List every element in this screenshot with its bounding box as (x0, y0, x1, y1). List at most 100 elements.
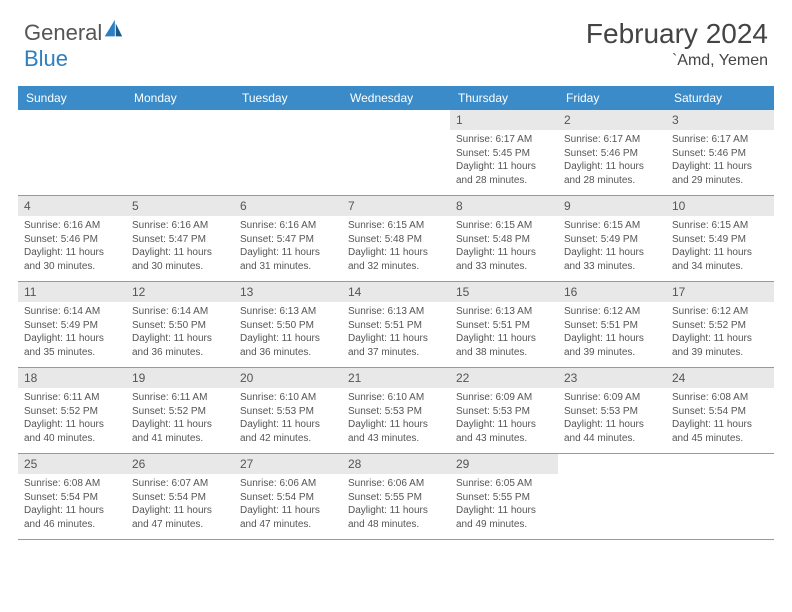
day-number: 26 (126, 454, 234, 474)
logo-text-1: General (24, 20, 102, 45)
day-details: Sunrise: 6:12 AMSunset: 5:51 PMDaylight:… (558, 302, 666, 365)
day-cell: 22Sunrise: 6:09 AMSunset: 5:53 PMDayligh… (450, 368, 558, 454)
day-cell: 20Sunrise: 6:10 AMSunset: 5:53 PMDayligh… (234, 368, 342, 454)
week-row: 4Sunrise: 6:16 AMSunset: 5:46 PMDaylight… (18, 196, 774, 282)
day-cell: 4Sunrise: 6:16 AMSunset: 5:46 PMDaylight… (18, 196, 126, 282)
day-cell: 2Sunrise: 6:17 AMSunset: 5:46 PMDaylight… (558, 110, 666, 196)
blank-cell (234, 110, 342, 196)
month-title: February 2024 (586, 18, 768, 50)
calendar: SundayMondayTuesdayWednesdayThursdayFrid… (18, 86, 774, 540)
day-number: 25 (18, 454, 126, 474)
day-cell: 14Sunrise: 6:13 AMSunset: 5:51 PMDayligh… (342, 282, 450, 368)
day-cell: 25Sunrise: 6:08 AMSunset: 5:54 PMDayligh… (18, 454, 126, 540)
day-cell: 11Sunrise: 6:14 AMSunset: 5:49 PMDayligh… (18, 282, 126, 368)
day-cell: 3Sunrise: 6:17 AMSunset: 5:46 PMDaylight… (666, 110, 774, 196)
day-cell: 10Sunrise: 6:15 AMSunset: 5:49 PMDayligh… (666, 196, 774, 282)
day-number: 1 (450, 110, 558, 130)
day-details: Sunrise: 6:08 AMSunset: 5:54 PMDaylight:… (666, 388, 774, 451)
day-cell: 12Sunrise: 6:14 AMSunset: 5:50 PMDayligh… (126, 282, 234, 368)
day-details: Sunrise: 6:05 AMSunset: 5:55 PMDaylight:… (450, 474, 558, 537)
day-details: Sunrise: 6:09 AMSunset: 5:53 PMDaylight:… (558, 388, 666, 451)
day-details: Sunrise: 6:13 AMSunset: 5:51 PMDaylight:… (342, 302, 450, 365)
day-number: 21 (342, 368, 450, 388)
day-number: 4 (18, 196, 126, 216)
day-number: 10 (666, 196, 774, 216)
calendar-body: 1Sunrise: 6:17 AMSunset: 5:45 PMDaylight… (18, 110, 774, 540)
logo-text: GeneralBlue (24, 18, 124, 72)
day-details: Sunrise: 6:17 AMSunset: 5:46 PMDaylight:… (666, 130, 774, 193)
day-details: Sunrise: 6:15 AMSunset: 5:49 PMDaylight:… (558, 216, 666, 279)
day-cell: 8Sunrise: 6:15 AMSunset: 5:48 PMDaylight… (450, 196, 558, 282)
day-details: Sunrise: 6:06 AMSunset: 5:55 PMDaylight:… (342, 474, 450, 537)
day-number: 3 (666, 110, 774, 130)
day-cell: 1Sunrise: 6:17 AMSunset: 5:45 PMDaylight… (450, 110, 558, 196)
day-cell: 5Sunrise: 6:16 AMSunset: 5:47 PMDaylight… (126, 196, 234, 282)
day-cell: 23Sunrise: 6:09 AMSunset: 5:53 PMDayligh… (558, 368, 666, 454)
day-cell: 21Sunrise: 6:10 AMSunset: 5:53 PMDayligh… (342, 368, 450, 454)
day-cell: 26Sunrise: 6:07 AMSunset: 5:54 PMDayligh… (126, 454, 234, 540)
day-details: Sunrise: 6:10 AMSunset: 5:53 PMDaylight:… (234, 388, 342, 451)
day-number: 20 (234, 368, 342, 388)
day-details: Sunrise: 6:13 AMSunset: 5:51 PMDaylight:… (450, 302, 558, 365)
day-details: Sunrise: 6:12 AMSunset: 5:52 PMDaylight:… (666, 302, 774, 365)
day-number: 27 (234, 454, 342, 474)
dow-tuesday: Tuesday (234, 86, 342, 110)
dow-wednesday: Wednesday (342, 86, 450, 110)
day-number: 23 (558, 368, 666, 388)
day-number: 13 (234, 282, 342, 302)
day-cell: 27Sunrise: 6:06 AMSunset: 5:54 PMDayligh… (234, 454, 342, 540)
day-number: 18 (18, 368, 126, 388)
day-number: 11 (18, 282, 126, 302)
day-number: 28 (342, 454, 450, 474)
location-label: `Amd, Yemen (586, 52, 768, 70)
day-number: 24 (666, 368, 774, 388)
day-cell: 24Sunrise: 6:08 AMSunset: 5:54 PMDayligh… (666, 368, 774, 454)
day-cell: 17Sunrise: 6:12 AMSunset: 5:52 PMDayligh… (666, 282, 774, 368)
day-details: Sunrise: 6:17 AMSunset: 5:46 PMDaylight:… (558, 130, 666, 193)
dow-monday: Monday (126, 86, 234, 110)
day-number: 14 (342, 282, 450, 302)
blank-cell (342, 110, 450, 196)
blank-cell (126, 110, 234, 196)
week-row: 25Sunrise: 6:08 AMSunset: 5:54 PMDayligh… (18, 454, 774, 540)
dow-sunday: Sunday (18, 86, 126, 110)
day-cell: 19Sunrise: 6:11 AMSunset: 5:52 PMDayligh… (126, 368, 234, 454)
day-details: Sunrise: 6:15 AMSunset: 5:49 PMDaylight:… (666, 216, 774, 279)
day-number: 12 (126, 282, 234, 302)
blank-cell (18, 110, 126, 196)
day-cell: 7Sunrise: 6:15 AMSunset: 5:48 PMDaylight… (342, 196, 450, 282)
day-details: Sunrise: 6:14 AMSunset: 5:50 PMDaylight:… (126, 302, 234, 365)
calendar-header-row: SundayMondayTuesdayWednesdayThursdayFrid… (18, 86, 774, 110)
day-cell: 18Sunrise: 6:11 AMSunset: 5:52 PMDayligh… (18, 368, 126, 454)
dow-saturday: Saturday (666, 86, 774, 110)
logo-sail-icon (102, 18, 124, 40)
day-details: Sunrise: 6:16 AMSunset: 5:46 PMDaylight:… (18, 216, 126, 279)
day-cell: 29Sunrise: 6:05 AMSunset: 5:55 PMDayligh… (450, 454, 558, 540)
week-row: 18Sunrise: 6:11 AMSunset: 5:52 PMDayligh… (18, 368, 774, 454)
blank-cell (666, 454, 774, 540)
dow-thursday: Thursday (450, 86, 558, 110)
day-number: 29 (450, 454, 558, 474)
day-cell: 16Sunrise: 6:12 AMSunset: 5:51 PMDayligh… (558, 282, 666, 368)
day-cell: 13Sunrise: 6:13 AMSunset: 5:50 PMDayligh… (234, 282, 342, 368)
day-details: Sunrise: 6:06 AMSunset: 5:54 PMDaylight:… (234, 474, 342, 537)
day-details: Sunrise: 6:07 AMSunset: 5:54 PMDaylight:… (126, 474, 234, 537)
day-details: Sunrise: 6:17 AMSunset: 5:45 PMDaylight:… (450, 130, 558, 193)
day-number: 15 (450, 282, 558, 302)
day-details: Sunrise: 6:16 AMSunset: 5:47 PMDaylight:… (234, 216, 342, 279)
title-block: February 2024 `Amd, Yemen (586, 18, 768, 70)
day-cell: 28Sunrise: 6:06 AMSunset: 5:55 PMDayligh… (342, 454, 450, 540)
day-number: 19 (126, 368, 234, 388)
day-details: Sunrise: 6:11 AMSunset: 5:52 PMDaylight:… (126, 388, 234, 451)
day-details: Sunrise: 6:13 AMSunset: 5:50 PMDaylight:… (234, 302, 342, 365)
day-details: Sunrise: 6:14 AMSunset: 5:49 PMDaylight:… (18, 302, 126, 365)
day-details: Sunrise: 6:15 AMSunset: 5:48 PMDaylight:… (342, 216, 450, 279)
week-row: 11Sunrise: 6:14 AMSunset: 5:49 PMDayligh… (18, 282, 774, 368)
dow-friday: Friday (558, 86, 666, 110)
day-details: Sunrise: 6:09 AMSunset: 5:53 PMDaylight:… (450, 388, 558, 451)
day-number: 2 (558, 110, 666, 130)
day-number: 7 (342, 196, 450, 216)
day-details: Sunrise: 6:16 AMSunset: 5:47 PMDaylight:… (126, 216, 234, 279)
day-cell: 9Sunrise: 6:15 AMSunset: 5:49 PMDaylight… (558, 196, 666, 282)
blank-cell (558, 454, 666, 540)
